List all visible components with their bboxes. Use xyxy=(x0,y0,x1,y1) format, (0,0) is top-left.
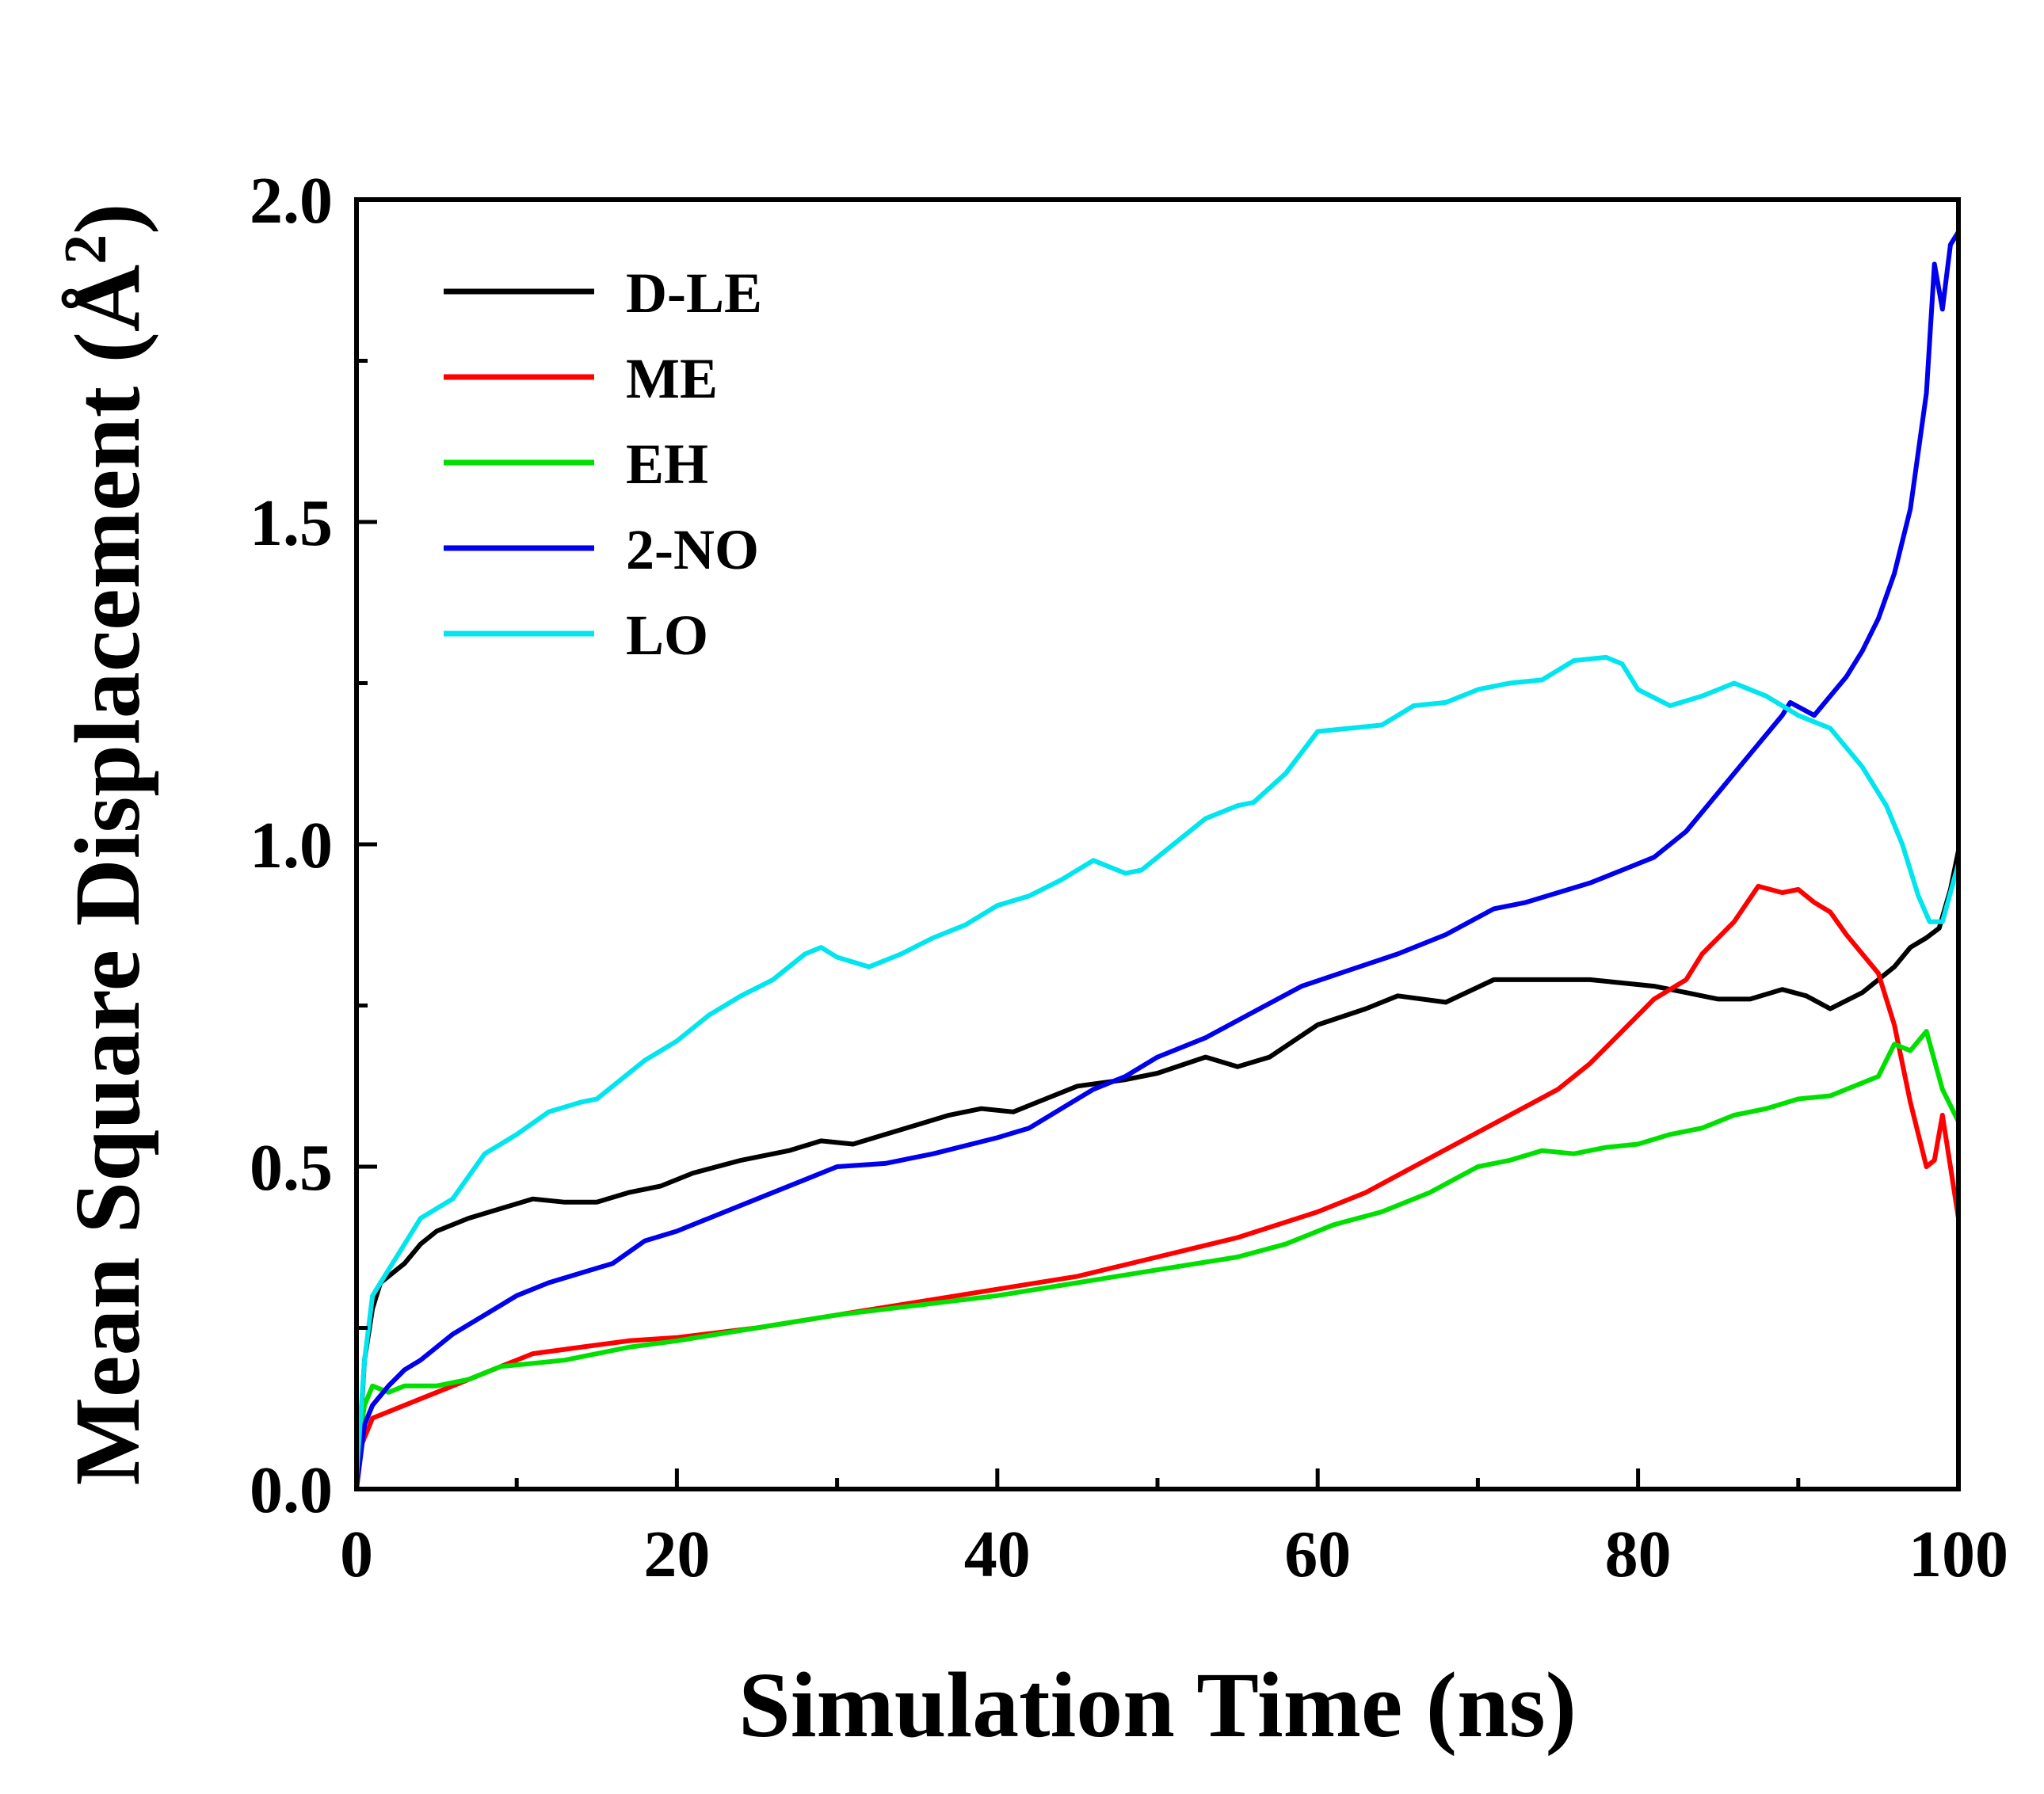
series-line-lo xyxy=(354,654,1961,1479)
x-tick-label: 80 xyxy=(1605,1518,1672,1591)
series-line-d-le xyxy=(354,848,1961,1491)
series-line-eh xyxy=(354,1029,1961,1460)
y-axis-title-unit: Å xyxy=(55,265,159,332)
x-tick-label: 20 xyxy=(643,1518,710,1591)
series-layer xyxy=(354,229,1961,1491)
x-tick-label: 100 xyxy=(1909,1518,2008,1591)
legend-label-eh: EH xyxy=(626,432,708,496)
x-axis-title: Simulation Time (ns) xyxy=(738,1653,1577,1757)
legend-label-lo: LO xyxy=(626,604,708,667)
legend-label-me: ME xyxy=(626,347,718,410)
y-tick-label: 0.0 xyxy=(250,1453,333,1527)
y-tick-label: 0.5 xyxy=(250,1131,333,1205)
x-tick-label: 60 xyxy=(1284,1518,1351,1591)
legend-label-d-le: D-LE xyxy=(626,261,762,325)
legend-label-2-no: 2-NO xyxy=(626,518,759,581)
y-axis-title-superscript: 2 xyxy=(52,234,119,265)
y-tick-label: 1.5 xyxy=(250,486,333,560)
y-axis-title-main: Mean Square Displacement ( xyxy=(55,332,159,1485)
series-line-2-no xyxy=(354,229,1961,1491)
x-tick-label: 0 xyxy=(340,1518,373,1591)
legend: D-LE ME EH 2-NO LO xyxy=(444,261,762,667)
series-line-me xyxy=(354,883,1961,1460)
y-tick-label: 1.0 xyxy=(250,809,333,882)
y-tick-label: 2.0 xyxy=(250,164,333,238)
ticks-layer: 0 20 40 60 80 100 0.0 0.5 1.0 1.5 2.0 xyxy=(250,164,2008,1591)
y-axis-title: Mean Square Displacement (Å2) xyxy=(52,204,159,1486)
y-axis-title-close: ) xyxy=(55,204,159,234)
x-tick-label: 40 xyxy=(964,1518,1031,1591)
